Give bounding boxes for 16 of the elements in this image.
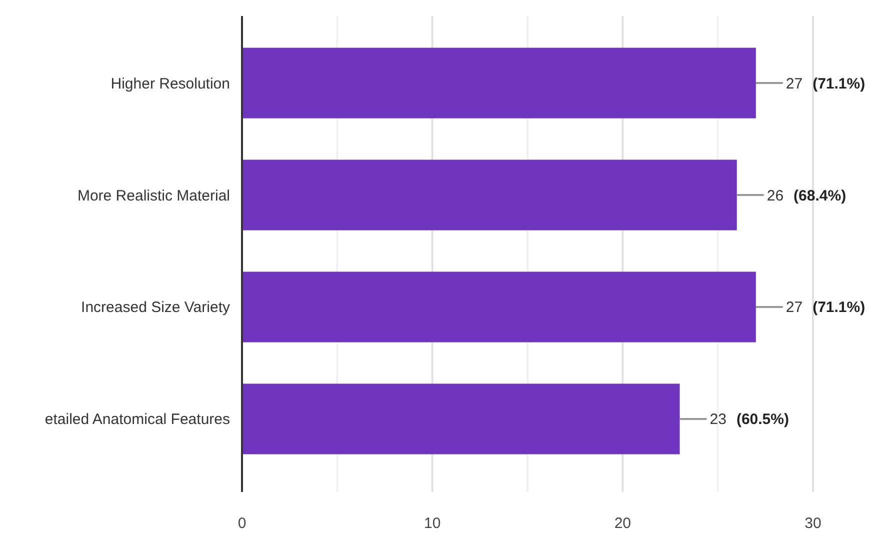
x-tick-label: 30 (804, 515, 822, 532)
y-tick-label: Increased Size Variety (81, 299, 230, 316)
x-tick-label: 20 (614, 515, 632, 532)
y-tick-label: Higher Resolution (110, 75, 230, 92)
bar (242, 160, 737, 230)
x-tick-label: 0 (238, 515, 246, 532)
x-tick-label: 10 (424, 515, 441, 532)
data-label: 27 (71.1%) (786, 299, 866, 316)
y-tick-label: More Realistic Material (77, 187, 230, 204)
y-tick-label: etailed Anatomical Features (44, 411, 230, 428)
data-label: 27 (71.1%) (786, 75, 866, 92)
bar (242, 272, 756, 342)
data-label: 23 (60.5%) (710, 411, 789, 428)
bar (242, 48, 756, 118)
bar (242, 384, 680, 454)
data-label: 26 (68.4%) (766, 187, 846, 204)
